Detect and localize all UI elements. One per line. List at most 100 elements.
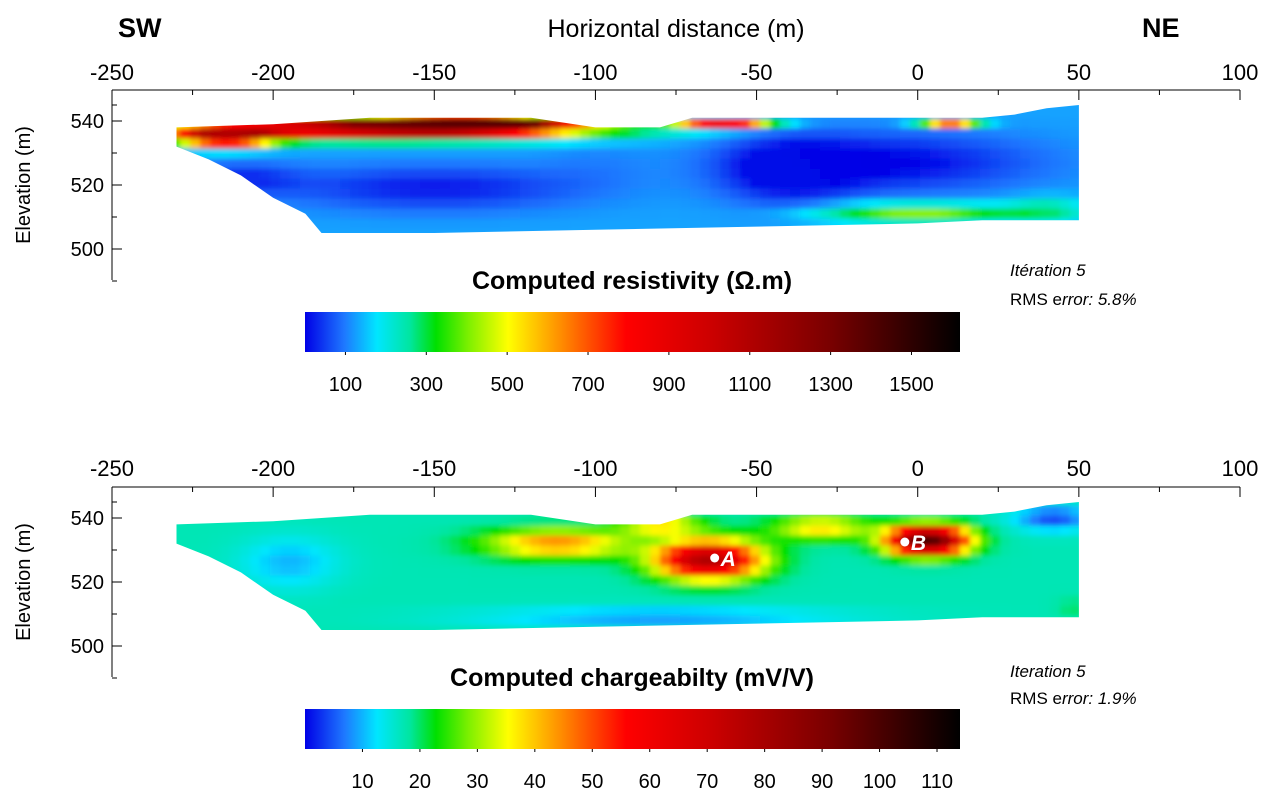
heatmap-cell: [510, 138, 521, 150]
heatmap-cell: [1030, 505, 1041, 517]
resistivity-iteration: Itération 5: [1010, 261, 1086, 280]
heatmap-cell: [240, 505, 251, 517]
heatmap-cell: [190, 218, 201, 230]
heatmap-cell: [750, 505, 761, 517]
heatmap-cell: [360, 575, 371, 587]
heatmap-cell: [730, 218, 741, 230]
heatmap-cell: [210, 108, 221, 120]
heatmap-cell: [540, 615, 551, 627]
heatmap-cell: [240, 515, 251, 527]
heatmap-cell: [740, 615, 751, 627]
heatmap-cell: [460, 118, 471, 130]
heatmap-cell: [280, 188, 291, 200]
heatmap-cell: [260, 168, 271, 180]
heatmap-cell: [640, 502, 651, 507]
heatmap-cell: [280, 198, 291, 210]
heatmap-cell: [270, 636, 281, 647]
heatmap-cell: [270, 208, 281, 220]
heatmap-cell: [360, 228, 371, 233]
colorbar-tick-label: 30: [466, 771, 488, 791]
heatmap-cell: [890, 208, 901, 220]
heatmap-cell: [1080, 576, 1091, 587]
heatmap-cell: [460, 198, 471, 210]
heatmap-cell: [630, 575, 641, 587]
heatmap-cell: [280, 535, 291, 547]
heatmap-cell: [920, 555, 931, 567]
heatmap-cell: [580, 535, 591, 547]
heatmap-cell: [700, 605, 711, 617]
heatmap-cell: [1020, 118, 1031, 130]
heatmap-cell: [330, 148, 341, 160]
heatmap-cell: [910, 128, 921, 140]
heatmap-cell: [290, 525, 301, 537]
heatmap-cell: [720, 505, 731, 517]
heatmap-cell: [610, 138, 621, 150]
heatmap-cell: [180, 208, 191, 220]
heatmap-cell: [560, 228, 571, 233]
heatmap-cell: [200, 128, 211, 140]
heatmap-cell: [940, 118, 951, 130]
heatmap-cell: [710, 239, 721, 250]
colorbar-tick-label: 20: [409, 771, 431, 791]
heatmap-cell: [630, 625, 641, 630]
x-tick-label: -100: [573, 456, 617, 481]
heatmap-cell: [740, 565, 751, 577]
heatmap-cell: [790, 505, 801, 517]
heatmap-cell: [800, 105, 811, 110]
heatmap-cell: [400, 158, 411, 170]
heatmap-cell: [910, 502, 921, 507]
heatmap-cell: [840, 585, 851, 597]
heatmap-cell: [240, 118, 251, 130]
heatmap-cell: [220, 585, 231, 597]
heatmap-cell: [740, 595, 751, 607]
heatmap-cell: [700, 615, 711, 627]
heatmap-cell: [220, 575, 231, 587]
heatmap-cell: [340, 636, 351, 647]
heatmap-cell: [380, 502, 391, 507]
heatmap-cell: [450, 158, 461, 170]
heatmap-cell: [650, 515, 661, 527]
heatmap-cell: [700, 595, 711, 607]
heatmap-cell: [220, 158, 231, 170]
heatmap-cell: [880, 555, 891, 567]
heatmap-cell: [960, 239, 971, 250]
heatmap-cell: [680, 605, 691, 617]
heatmap-cell: [400, 545, 411, 557]
heatmap-cell: [990, 565, 1001, 577]
heatmap-cell: [920, 128, 931, 140]
heatmap-cell: [750, 218, 761, 230]
heatmap-cell: [440, 625, 451, 630]
heatmap-cell: [310, 535, 321, 547]
heatmap-cell: [690, 158, 701, 170]
heatmap-cell: [680, 625, 691, 630]
heatmap-cell: [260, 158, 271, 170]
heatmap-cell: [990, 239, 1001, 250]
heatmap-cell: [1010, 208, 1021, 220]
colorbar-ramp: [305, 709, 960, 749]
heatmap-cell: [560, 158, 571, 170]
heatmap-cell: [1040, 502, 1051, 507]
heatmap-cell: [800, 148, 811, 160]
heatmap-cell: [1020, 535, 1031, 547]
heatmap-cell: [1000, 525, 1011, 537]
heatmap-cell: [410, 535, 421, 547]
heatmap-cell: [800, 178, 811, 190]
heatmap-cell: [400, 515, 411, 527]
heatmap-cell: [880, 118, 891, 130]
heatmap-cell: [740, 502, 751, 507]
heatmap-cell: [250, 168, 261, 180]
heatmap-cell: [490, 105, 501, 110]
heatmap-cell: [480, 148, 491, 160]
heatmap-cell: [860, 515, 871, 527]
heatmap-cell: [270, 615, 281, 627]
heatmap-cell: [700, 158, 711, 170]
heatmap-cell: [290, 575, 301, 587]
heatmap-cell: [550, 168, 561, 180]
heatmap-cell: [190, 545, 201, 557]
heatmap-cell: [350, 198, 361, 210]
resistivity-field: [176, 105, 1079, 250]
heatmap-cell: [180, 625, 191, 630]
heatmap-cell: [470, 228, 481, 233]
heatmap-cell: [440, 505, 451, 517]
heatmap-cell: [840, 505, 851, 517]
